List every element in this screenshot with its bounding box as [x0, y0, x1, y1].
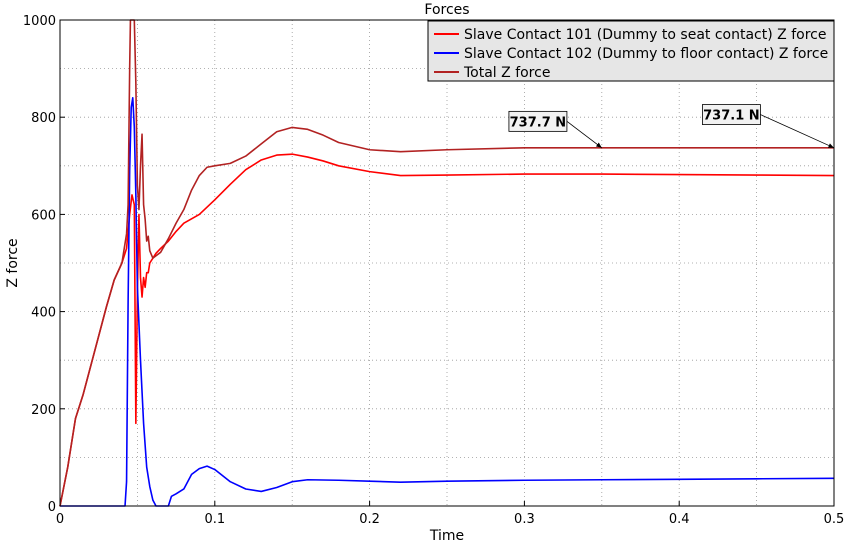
x-tick-label: 0.4	[669, 512, 690, 527]
axis-ticks: 0 0.1 0.2 0.3 0.4 0.5 0 200 400 600 800 1000	[23, 14, 844, 527]
x-tick-label: 0.5	[824, 512, 845, 527]
series-line-3	[59, 19, 834, 507]
value-annotation: 737.1 N	[702, 104, 835, 149]
legend-label: Slave Contact 102 (Dummy to floor contac…	[464, 46, 828, 62]
x-axis-label: Time	[429, 528, 464, 544]
annotation-box	[508, 110, 568, 132]
y-tick-label: 0	[48, 500, 56, 515]
y-tick-label: 800	[31, 111, 56, 126]
annotation-label: 737.7 N	[510, 115, 567, 130]
annotation-arrow	[760, 114, 835, 149]
series-line-2	[60, 96, 835, 507]
legend-box	[427, 20, 835, 82]
x-tick-label: 0.3	[514, 512, 535, 527]
y-axis-label: Z force	[5, 238, 21, 287]
plot-frame	[59, 19, 835, 507]
value-annotation: 737.7 N	[508, 110, 603, 149]
chart-title: Forces	[424, 2, 469, 18]
x-tick-label: 0.2	[359, 512, 380, 527]
legend-label: Slave Contact 101 (Dummy to seat contact…	[464, 27, 826, 43]
legend-label: Total Z force	[463, 65, 550, 81]
x-tick-label: 0	[56, 512, 64, 527]
y-tick-label: 1000	[23, 14, 56, 29]
annotation-arrow	[566, 121, 603, 149]
x-tick-label: 0.1	[204, 512, 225, 527]
legend: Slave Contact 101 (Dummy to seat contact…	[427, 20, 835, 82]
y-tick-label: 200	[31, 403, 56, 418]
y-tick-label: 400	[31, 306, 56, 321]
annotations: 737.7 N 737.1 N	[508, 104, 835, 149]
series-lines	[59, 19, 835, 507]
annotation-label: 737.1 N	[703, 109, 760, 124]
series-line-1	[59, 153, 835, 507]
annotation-box	[702, 104, 761, 125]
grid	[60, 20, 834, 506]
y-tick-label: 600	[31, 208, 56, 223]
